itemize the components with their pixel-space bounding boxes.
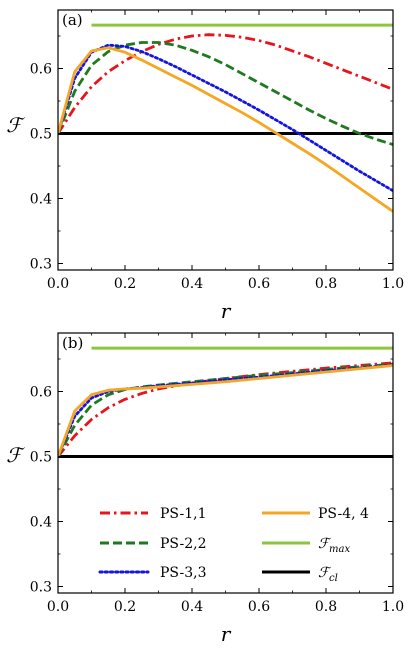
legend-label: ℱcl [318,565,338,584]
plot-area [58,346,393,458]
series-line-ps-1-1 [58,361,393,458]
x-axis-label: r [221,299,232,323]
legend-label: PS-4, 4 [318,506,369,522]
plot-area [58,23,393,213]
x-tick-label: 1.0 [382,276,404,292]
y-tick-label: 0.4 [30,192,52,208]
legend: PS-1,1 PS-2,2 PS-3,3 PS-4, 4 ℱmax ℱcl [98,506,369,584]
y-tick-label: 0.4 [30,515,52,531]
panel-a: 0.0 0.2 0.4 0.6 0.8 1.0 0.3 0.4 0.5 0.6 r ℱ (a) [6,9,404,323]
legend-label: PS-1,1 [160,506,207,522]
series-line-ps-2-2 [58,41,393,146]
x-tick-label: 1.0 [382,599,404,615]
y-tick-label: 0.6 [30,62,52,78]
x-tick-label: 0.4 [181,276,203,292]
panel-label: (a) [62,11,83,29]
x-tick-label: 0.6 [248,599,270,615]
x-axis-label: r [221,622,232,646]
series-line-ps-2-2 [58,362,393,458]
x-tick-label: 0.8 [315,276,337,292]
legend-label: ℱmax [318,536,350,555]
x-tick-label: 0.2 [114,599,136,615]
y-tick-label: 0.5 [30,127,52,143]
y-tick-label: 0.3 [30,580,52,596]
y-axis-label: ℱ [6,113,25,137]
x-tick-label: 0.6 [248,276,270,292]
legend-label: PS-3,3 [160,565,207,581]
series-line-ps-3-3 [58,363,393,458]
series-line-ps-4-4 [58,46,393,213]
x-tick-label: 0.8 [315,599,337,615]
legend-label: PS-2,2 [160,536,207,552]
series-line-ps-3-3 [58,43,393,193]
y-axis-label: ℱ [6,443,25,467]
y-tick-label: 0.6 [30,385,52,401]
x-tick-label: 0.2 [114,276,136,292]
panel-b: 0.0 0.2 0.4 0.6 0.8 1.0 0.3 0.4 0.5 0.6 r ℱ (b) PS-1,… [6,332,404,646]
y-tick-label: 0.3 [30,257,52,273]
series-line-ps-1-1 [58,33,393,135]
x-tick-label: 0.0 [47,276,69,292]
x-tick-label: 0.0 [47,599,69,615]
y-tick-label: 0.5 [30,450,52,466]
panel-label: (b) [62,334,83,352]
x-tick-label: 0.4 [181,599,203,615]
series-line-ps-4-4 [58,364,393,457]
